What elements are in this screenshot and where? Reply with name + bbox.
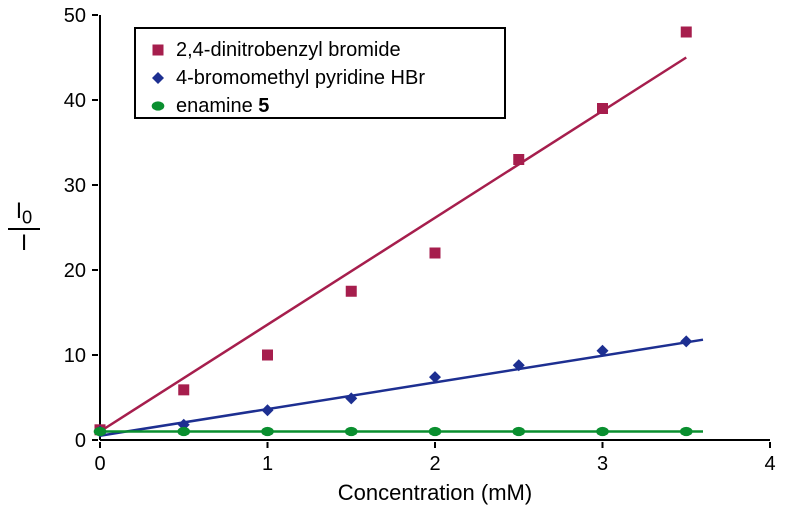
y-axis-label-fraction: I0 I — [8, 200, 40, 255]
circle-marker — [152, 101, 165, 110]
circle-marker — [596, 427, 609, 436]
circle-marker — [680, 427, 693, 436]
diamond-marker — [262, 404, 274, 416]
y-tick-label: 40 — [64, 90, 86, 112]
square-marker — [346, 286, 357, 297]
y-tick-label: 50 — [64, 5, 86, 27]
x-tick-label: 0 — [94, 453, 105, 475]
series-2 — [94, 427, 703, 436]
y-axis-numerator-sub: 0 — [22, 206, 32, 227]
circle-marker — [94, 427, 107, 436]
square-marker — [262, 350, 273, 361]
y-axis-denominator: I — [8, 232, 40, 254]
y-tick-label: 10 — [64, 345, 86, 367]
x-tick-label: 1 — [262, 453, 273, 475]
square-marker — [597, 103, 608, 114]
square-marker — [513, 154, 524, 165]
square-marker — [153, 45, 164, 56]
x-tick-label: 4 — [764, 453, 775, 475]
y-tick-label: 20 — [64, 260, 86, 282]
legend-label: 2,4-dinitrobenzyl bromide — [176, 39, 401, 61]
circle-marker — [512, 427, 525, 436]
circle-marker — [345, 427, 358, 436]
legend-label: enamine 5 — [176, 95, 269, 117]
x-tick-label: 3 — [597, 453, 608, 475]
trend-line — [100, 340, 703, 436]
chart-svg: 0 10 20 30 40 50 0 1 2 3 4 Concentration (mM) 2,4-di… — [0, 0, 800, 517]
circle-marker — [261, 427, 274, 436]
stern-volmer-chart: 0 10 20 30 40 50 0 1 2 3 4 Concentration (mM) 2,4-di… — [0, 0, 800, 517]
x-tick-label: 2 — [429, 453, 440, 475]
square-marker — [681, 27, 692, 38]
y-tick-label: 30 — [64, 175, 86, 197]
circle-marker — [177, 427, 190, 436]
square-marker — [430, 248, 441, 259]
y-tick-label: 0 — [75, 430, 86, 452]
x-axis-title: Concentration (mM) — [338, 480, 532, 505]
circle-marker — [429, 427, 442, 436]
diamond-marker — [680, 335, 692, 347]
square-marker — [178, 384, 189, 395]
legend-label: 4-bromomethyl pyridine HBr — [176, 67, 425, 89]
